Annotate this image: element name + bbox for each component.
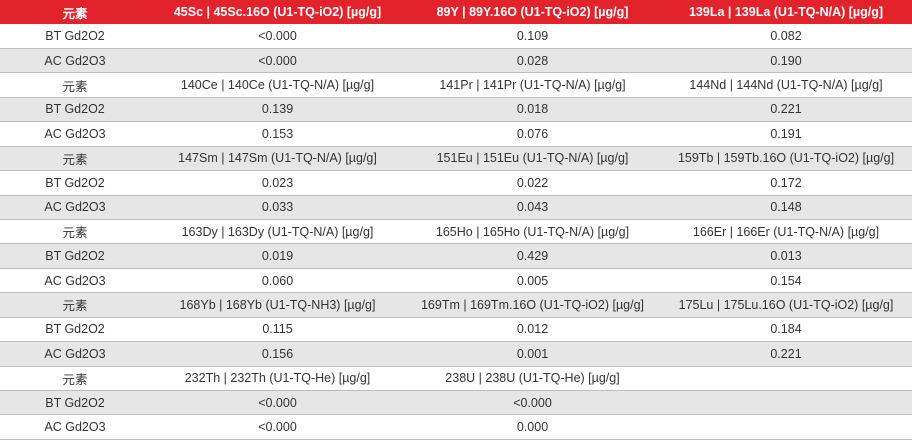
table-cell: 0.012 — [405, 318, 660, 343]
header-cell: 139La | 139La (U1-TQ-N/A) [µg/g] — [660, 0, 912, 25]
table-cell: 163Dy | 163Dy (U1-TQ-N/A) [µg/g] — [150, 220, 405, 245]
table-cell: 0.018 — [405, 97, 660, 123]
table-cell: <0.000 — [150, 391, 405, 416]
empty-cell — [660, 367, 912, 391]
table-cell: 151Eu | 151Eu (U1-TQ-N/A) [µg/g] — [405, 146, 660, 172]
table-cell: <0.000 — [150, 48, 405, 74]
row-label: AC Gd2O3 — [0, 122, 150, 147]
table-cell: <0.000 — [150, 415, 405, 440]
header-cell: 45Sc | 45Sc.16O (U1-TQ-iO2) [µg/g] — [150, 0, 405, 25]
table-cell: 0.429 — [405, 244, 660, 269]
table-cell: 0.022 — [405, 171, 660, 196]
row-label: 元素 — [0, 293, 150, 318]
table-cell: 0.221 — [660, 97, 912, 123]
table-cell: 0.001 — [405, 342, 660, 367]
row-label: AC Gd2O3 — [0, 342, 150, 367]
row-label: AC Gd2O3 — [0, 195, 150, 220]
table-cell: 0.000 — [405, 415, 660, 440]
table-cell: 165Ho | 165Ho (U1-TQ-N/A) [µg/g] — [405, 220, 660, 245]
empty-cell — [660, 415, 912, 440]
empty-cell — [660, 391, 912, 416]
row-label: BT Gd2O2 — [0, 391, 150, 416]
table-cell: 0.221 — [660, 342, 912, 367]
table-cell: 147Sm | 147Sm (U1-TQ-N/A) [µg/g] — [150, 146, 405, 172]
table-cell: 0.139 — [150, 97, 405, 123]
table-cell: 0.028 — [405, 48, 660, 74]
row-label: BT Gd2O2 — [0, 244, 150, 269]
table-cell: 0.184 — [660, 318, 912, 343]
table-cell: 159Tb | 159Tb.16O (U1-TQ-iO2) [µg/g] — [660, 146, 912, 172]
table-cell: 0.191 — [660, 122, 912, 147]
table-cell: 141Pr | 141Pr (U1-TQ-N/A) [µg/g] — [405, 73, 660, 98]
table-cell: 0.148 — [660, 195, 912, 220]
row-label: BT Gd2O2 — [0, 318, 150, 343]
row-label: BT Gd2O2 — [0, 24, 150, 49]
table-cell: <0.000 — [150, 24, 405, 49]
row-label: 元素 — [0, 367, 150, 391]
row-label: AC Gd2O3 — [0, 269, 150, 294]
table-cell: 0.154 — [660, 269, 912, 294]
row-label: 元素 — [0, 73, 150, 98]
table-cell: 175Lu | 175Lu.16O (U1-TQ-iO2) [µg/g] — [660, 293, 912, 318]
table-cell: 0.043 — [405, 195, 660, 220]
row-label: AC Gd2O3 — [0, 415, 150, 440]
table-cell: 0.019 — [150, 244, 405, 269]
table-cell: 0.033 — [150, 195, 405, 220]
table-cell: 0.013 — [660, 244, 912, 269]
table-cell: <0.000 — [405, 391, 660, 416]
table-cell: 238U | 238U (U1-TQ-He) [µg/g] — [405, 367, 660, 391]
table-cell: 0.109 — [405, 24, 660, 49]
table-cell: 0.190 — [660, 48, 912, 74]
table-cell: 0.172 — [660, 171, 912, 196]
row-label: 元素 — [0, 220, 150, 245]
table-cell: 0.153 — [150, 122, 405, 147]
table-cell: 0.060 — [150, 269, 405, 294]
table-cell: 166Er | 166Er (U1-TQ-N/A) [µg/g] — [660, 220, 912, 245]
table-cell: 169Tm | 169Tm.16O (U1-TQ-iO2) [µg/g] — [405, 293, 660, 318]
header-cell: 89Y | 89Y.16O (U1-TQ-iO2) [µg/g] — [405, 0, 660, 25]
table-cell: 0.076 — [405, 122, 660, 147]
row-label: BT Gd2O2 — [0, 171, 150, 196]
row-label: 元素 — [0, 146, 150, 172]
table-cell: 144Nd | 144Nd (U1-TQ-N/A) [µg/g] — [660, 73, 912, 98]
table-cell: 0.023 — [150, 171, 405, 196]
table-cell: 168Yb | 168Yb (U1-TQ-NH3) [µg/g] — [150, 293, 405, 318]
table-cell: 0.156 — [150, 342, 405, 367]
table-cell: 232Th | 232Th (U1-TQ-He) [µg/g] — [150, 367, 405, 391]
row-label: AC Gd2O3 — [0, 48, 150, 74]
table-cell: 140Ce | 140Ce (U1-TQ-N/A) [µg/g] — [150, 73, 405, 98]
table-cell: 0.005 — [405, 269, 660, 294]
table-cell: 0.115 — [150, 318, 405, 343]
header-cell: 元素 — [0, 0, 150, 25]
row-label: BT Gd2O2 — [0, 97, 150, 123]
table-cell: 0.082 — [660, 24, 912, 49]
